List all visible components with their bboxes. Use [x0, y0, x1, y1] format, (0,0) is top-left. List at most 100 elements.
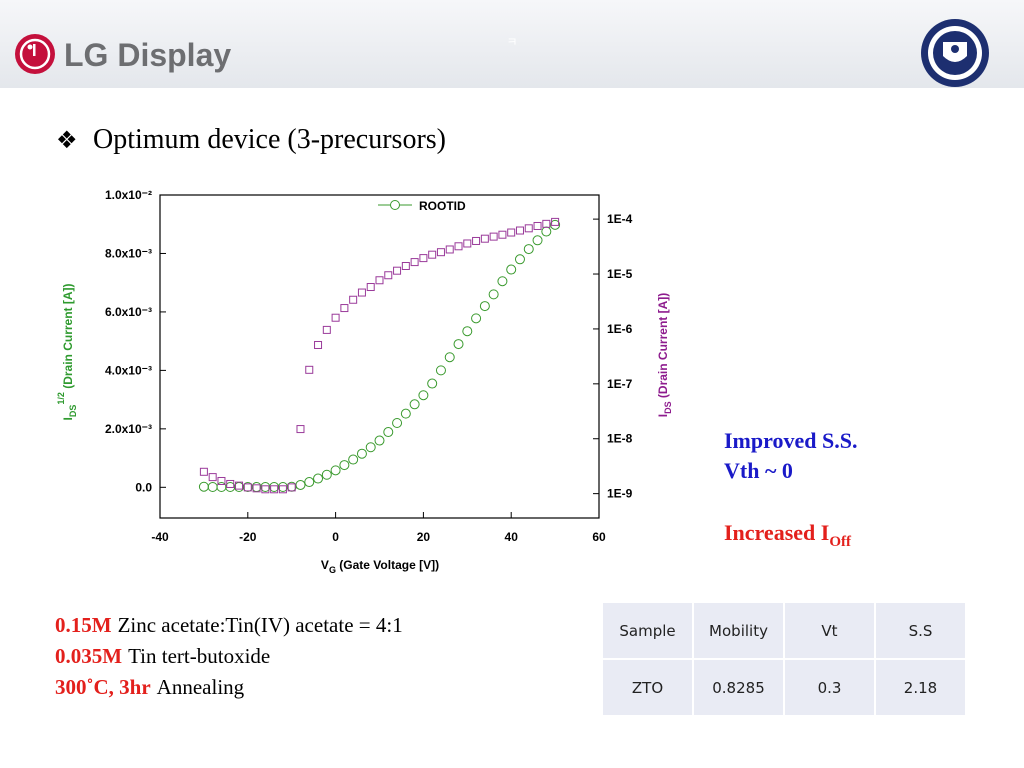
recipe-amount: 300˚C, 3hr	[55, 675, 151, 699]
data-point	[410, 258, 419, 267]
data-point	[313, 473, 324, 484]
note: Vth ~ 0	[724, 458, 793, 483]
data-point	[383, 427, 394, 438]
table-header-cell: Mobility	[692, 601, 785, 660]
header-band	[0, 0, 1024, 88]
x-tick-label: 20	[417, 530, 431, 544]
data-point	[295, 479, 306, 490]
table-cell: 0.3	[783, 658, 876, 717]
recipe-text: Tin tert-butoxide	[128, 644, 270, 668]
table-header-cell: Sample	[601, 601, 694, 660]
data-point	[454, 242, 463, 251]
data-point	[321, 469, 332, 480]
data-point	[235, 481, 244, 490]
data-point	[278, 485, 287, 494]
university-emblem	[921, 19, 989, 87]
recipe-line: 300˚C, 3hr Annealing	[55, 675, 245, 699]
data-point	[489, 232, 498, 241]
data-point	[419, 254, 428, 263]
data-point	[243, 483, 252, 492]
legend-marker	[390, 200, 400, 210]
y-tick-label: 4.0x10⁻³	[105, 363, 152, 377]
recipe-line: 0.15M Zinc acetate:Tin(IV) acetate = 4:1	[55, 613, 403, 637]
data-point	[515, 226, 524, 235]
header-mark: ㅋ	[506, 35, 517, 49]
data-point	[514, 254, 525, 265]
data-point	[384, 271, 393, 280]
data-point	[393, 266, 402, 275]
x-tick-label: -20	[239, 530, 257, 544]
data-point	[444, 352, 455, 363]
data-point	[287, 483, 296, 492]
axis-label-main: I	[656, 414, 670, 417]
data-point	[436, 248, 445, 257]
y2-tick-label: 1E-4	[607, 212, 633, 226]
data-point	[488, 289, 499, 300]
data-point	[261, 485, 270, 494]
data-point	[506, 264, 517, 275]
data-point	[349, 295, 358, 304]
data-point	[270, 485, 279, 494]
data-point	[252, 484, 261, 493]
axis-label-rest: (Drain Current [A])	[656, 293, 670, 402]
data-point	[507, 228, 516, 237]
recipe-text: Annealing	[157, 675, 245, 699]
data-point	[462, 326, 473, 337]
data-point	[472, 236, 481, 245]
data-point	[532, 235, 543, 246]
data-point	[217, 476, 226, 485]
data-point	[541, 226, 552, 237]
axes: -40 -20 0 20 40 60 0.0 2.0x10⁻³ 4.0x10⁻³ 6.0x10⁻³…	[56, 188, 673, 575]
axis-label: VG (Gate Voltage [V])	[321, 558, 439, 575]
axis-label-rest: (Drain Current [A])	[61, 283, 75, 392]
x-tick-label: 0	[332, 530, 339, 544]
data-point	[365, 442, 376, 453]
data-point	[409, 399, 420, 410]
lg-logo-icon	[15, 34, 55, 74]
data-point	[400, 408, 411, 419]
recipe-amount: 0.15M	[55, 613, 112, 637]
data-point	[463, 239, 472, 248]
data-point	[339, 460, 350, 471]
x-tick-label: -40	[151, 530, 169, 544]
axis-label-main: I	[61, 417, 75, 420]
data-point	[551, 217, 560, 226]
data-point	[348, 454, 359, 465]
note: Increased IOff	[724, 520, 852, 550]
data-point	[304, 477, 315, 488]
data-point	[428, 250, 437, 259]
data-point	[207, 482, 218, 493]
y-tick-label: 6.0x10⁻³	[105, 305, 152, 319]
axis-label: IDS1/2 (Drain Current [A])	[56, 283, 78, 420]
data-point	[226, 479, 235, 488]
y-tick-label: 1.0x10⁻²	[105, 188, 152, 202]
recipe: 0.15M Zinc acetate:Tin(IV) acetate = 4:10…	[55, 613, 403, 699]
recipe-text: Zinc acetate:Tin(IV) acetate = 4:1	[118, 613, 403, 637]
axis-label-sup: 1/2	[56, 392, 66, 405]
data-point	[366, 283, 375, 292]
data-point	[340, 304, 349, 313]
table-header-cell: Vt	[783, 601, 876, 660]
data-point	[357, 288, 366, 297]
y2-tick-label: 1E-6	[607, 322, 633, 336]
slide-title: Optimum device (3-precursors)	[93, 124, 446, 155]
y-tick-label: 0.0	[135, 480, 152, 494]
data-point	[392, 418, 403, 428]
data-point	[331, 313, 340, 322]
axis-label-sub: DS	[68, 405, 78, 418]
logo-text: LG Display	[64, 37, 231, 73]
table-cell: 2.18	[874, 658, 967, 717]
table-header-cell: S.S	[874, 601, 967, 660]
data-point	[445, 245, 454, 254]
data-point	[435, 365, 446, 376]
data-point	[497, 276, 508, 287]
y-tick-label: 2.0x10⁻³	[105, 422, 152, 436]
axis-label-sub: G	[329, 565, 336, 575]
result-table: Sample Mobility Vt S.S ZTO 0.8285 0.3 2.18	[601, 601, 967, 717]
data-point	[330, 465, 341, 476]
data-point	[418, 390, 429, 401]
data-point	[550, 219, 561, 230]
data-point	[305, 365, 314, 374]
